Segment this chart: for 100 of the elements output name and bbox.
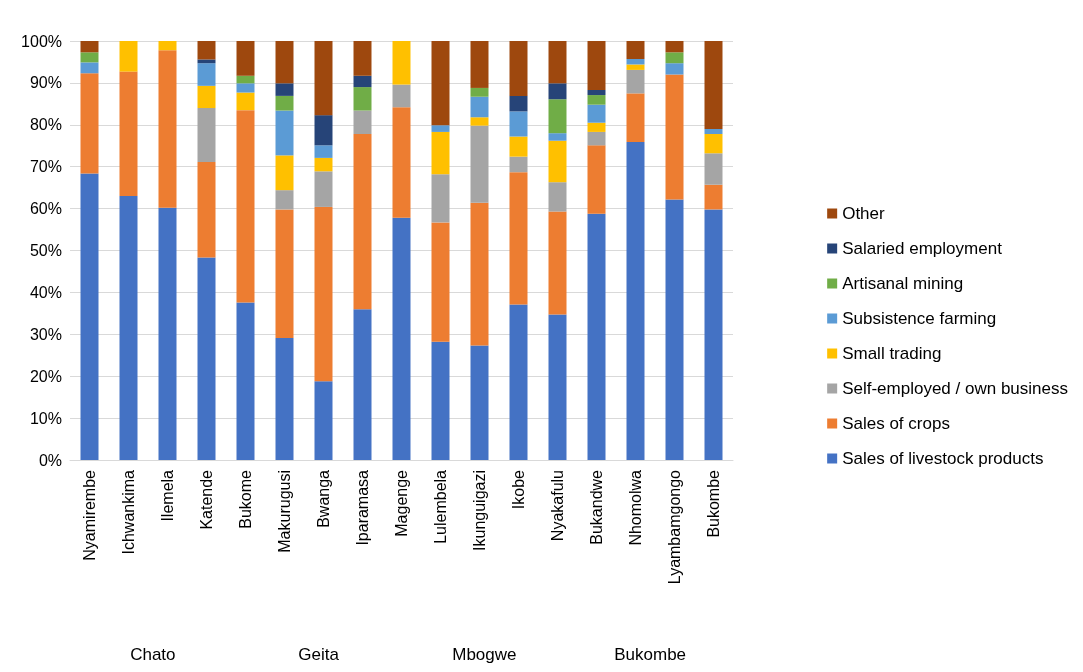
bar	[431, 131, 450, 175]
x-tick-label: Lulembela	[432, 469, 449, 544]
bar	[236, 41, 255, 76]
bar	[509, 111, 528, 137]
bar	[353, 110, 372, 135]
x-tick-label: Nyakafulu	[549, 470, 566, 542]
bar	[236, 92, 255, 111]
bar	[431, 41, 450, 126]
bar	[626, 141, 645, 460]
bar	[275, 190, 294, 210]
bar	[665, 63, 684, 75]
bar	[704, 184, 723, 210]
bar	[236, 83, 255, 93]
x-tick-label: Ichwankima	[120, 469, 137, 555]
bar	[587, 90, 606, 96]
bar	[197, 108, 216, 163]
bar	[392, 107, 411, 218]
text: Bukombe	[614, 644, 687, 664]
bar	[119, 41, 138, 72]
bar	[197, 63, 216, 86]
x-tick-label: Nyamirembe	[81, 469, 98, 561]
bar	[314, 115, 333, 146]
x-tick-label: Ilemela	[159, 469, 176, 522]
bar	[548, 182, 567, 212]
y-tick-label: 70%	[29, 158, 62, 176]
bar	[353, 87, 372, 111]
bar	[392, 217, 411, 460]
bar	[197, 162, 216, 258]
bar	[548, 211, 567, 315]
y-tick-label: 30%	[29, 325, 62, 343]
bar	[548, 99, 567, 134]
bar	[80, 41, 99, 53]
bar	[275, 209, 294, 339]
legend-label: Sales of crops	[842, 414, 950, 433]
bar	[470, 96, 489, 118]
bar	[197, 85, 216, 109]
bar	[275, 110, 294, 156]
bar	[431, 222, 450, 342]
x-tick-label: Magenge	[393, 469, 410, 537]
bar	[80, 173, 99, 460]
bar	[470, 125, 489, 203]
bar	[626, 41, 645, 60]
bar	[626, 93, 645, 142]
bar	[236, 302, 255, 460]
bar	[587, 95, 606, 105]
bar	[470, 87, 489, 97]
bar	[314, 145, 333, 158]
bar	[314, 171, 333, 207]
text: Chato	[130, 644, 176, 664]
y-tick-label: 20%	[29, 367, 62, 385]
bar	[509, 136, 528, 157]
x-tick-label: Katende	[198, 469, 215, 530]
bar	[236, 110, 255, 303]
legend-label: Subsistence farming	[842, 309, 997, 328]
y-tick-label: 100%	[21, 32, 62, 50]
y-tick-label: 50%	[29, 242, 62, 259]
bar	[704, 41, 723, 129]
bar	[431, 341, 450, 460]
x-tick-label: Ikobe	[510, 469, 527, 510]
bar	[470, 345, 489, 460]
bar	[509, 156, 528, 173]
legend-label: Small trading	[842, 344, 942, 363]
bar	[470, 202, 489, 346]
x-tick-label: Ikunguigazi	[471, 470, 488, 551]
bar	[509, 304, 528, 460]
bar	[197, 59, 216, 64]
bar	[80, 73, 99, 174]
bar	[587, 145, 606, 214]
bar	[275, 95, 294, 111]
bar	[392, 41, 411, 85]
bar	[665, 52, 684, 64]
bar	[353, 75, 372, 88]
x-tick-label: Bukandwe	[588, 469, 605, 545]
bar	[353, 134, 372, 310]
bar	[158, 41, 177, 51]
bar	[197, 257, 216, 460]
bar	[704, 209, 723, 460]
x-tick-label: Lyambamgongo	[666, 469, 683, 585]
legend-label: Sales of livestock products	[842, 449, 1044, 468]
bar	[314, 206, 333, 382]
bar	[353, 309, 372, 460]
y-tick-label: 60%	[29, 200, 62, 218]
bar	[275, 155, 294, 191]
bar	[548, 41, 567, 84]
bar	[119, 71, 138, 197]
bar	[587, 213, 606, 460]
legend-label: Self-employed / own business	[842, 379, 1068, 398]
x-tick-label: Iparamasa	[354, 469, 371, 546]
bar	[314, 157, 333, 172]
bar	[197, 41, 216, 60]
bar	[392, 84, 411, 108]
bar	[431, 125, 450, 132]
bar	[314, 381, 333, 460]
legend-label: Artisanal mining	[842, 274, 964, 293]
bar	[431, 174, 450, 223]
text: Mbogwe	[452, 644, 517, 664]
bar	[353, 41, 372, 76]
bar	[587, 104, 606, 123]
bar	[470, 41, 489, 88]
bar	[509, 172, 528, 305]
